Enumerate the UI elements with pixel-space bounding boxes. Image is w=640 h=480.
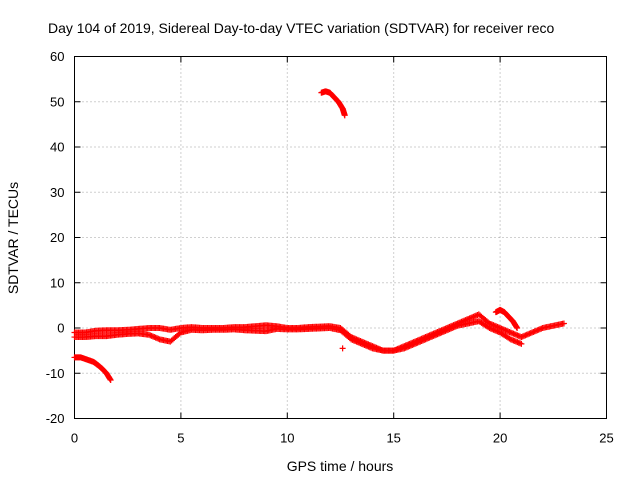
x-axis-label: GPS time / hours [287,458,394,474]
y-tick-label: -20 [46,411,65,426]
x-tick-label: 25 [599,431,613,446]
data-point [341,112,348,119]
data-point [514,325,521,331]
y-tick-label: 30 [50,185,64,200]
x-tick-label: 5 [177,431,184,446]
y-tick-label: 0 [57,321,64,336]
series-isolated [339,345,346,352]
data-point [518,340,525,347]
axis-ticks: 0 5 10 15 20 25 -20 -10 0 10 20 30 40 50 60 [46,49,614,446]
x-tick-label: 15 [386,431,400,446]
series-arc-high [318,88,348,119]
y-tick-label: 20 [50,230,64,245]
series-arc-post-20 [492,306,521,331]
y-tick-label: -10 [46,366,65,381]
x-tick-label: 0 [71,431,78,446]
y-tick-label: 60 [50,49,64,64]
x-tick-label: 10 [280,431,294,446]
data-point [107,377,114,384]
x-tick-label: 20 [493,431,507,446]
series-arc-main-lower [71,318,525,354]
y-tick-label: 50 [50,94,64,109]
data-point [339,345,346,352]
y-axis-label: SDTVAR / TECUs [5,182,21,294]
y-tick-label: 10 [50,275,64,290]
chart-title: Day 104 of 2019, Sidereal Day-to-day VTE… [48,20,554,36]
data-point [560,320,567,327]
series-arc-low-early [71,354,114,384]
data-series [71,88,567,384]
y-tick-label: 40 [50,140,64,155]
